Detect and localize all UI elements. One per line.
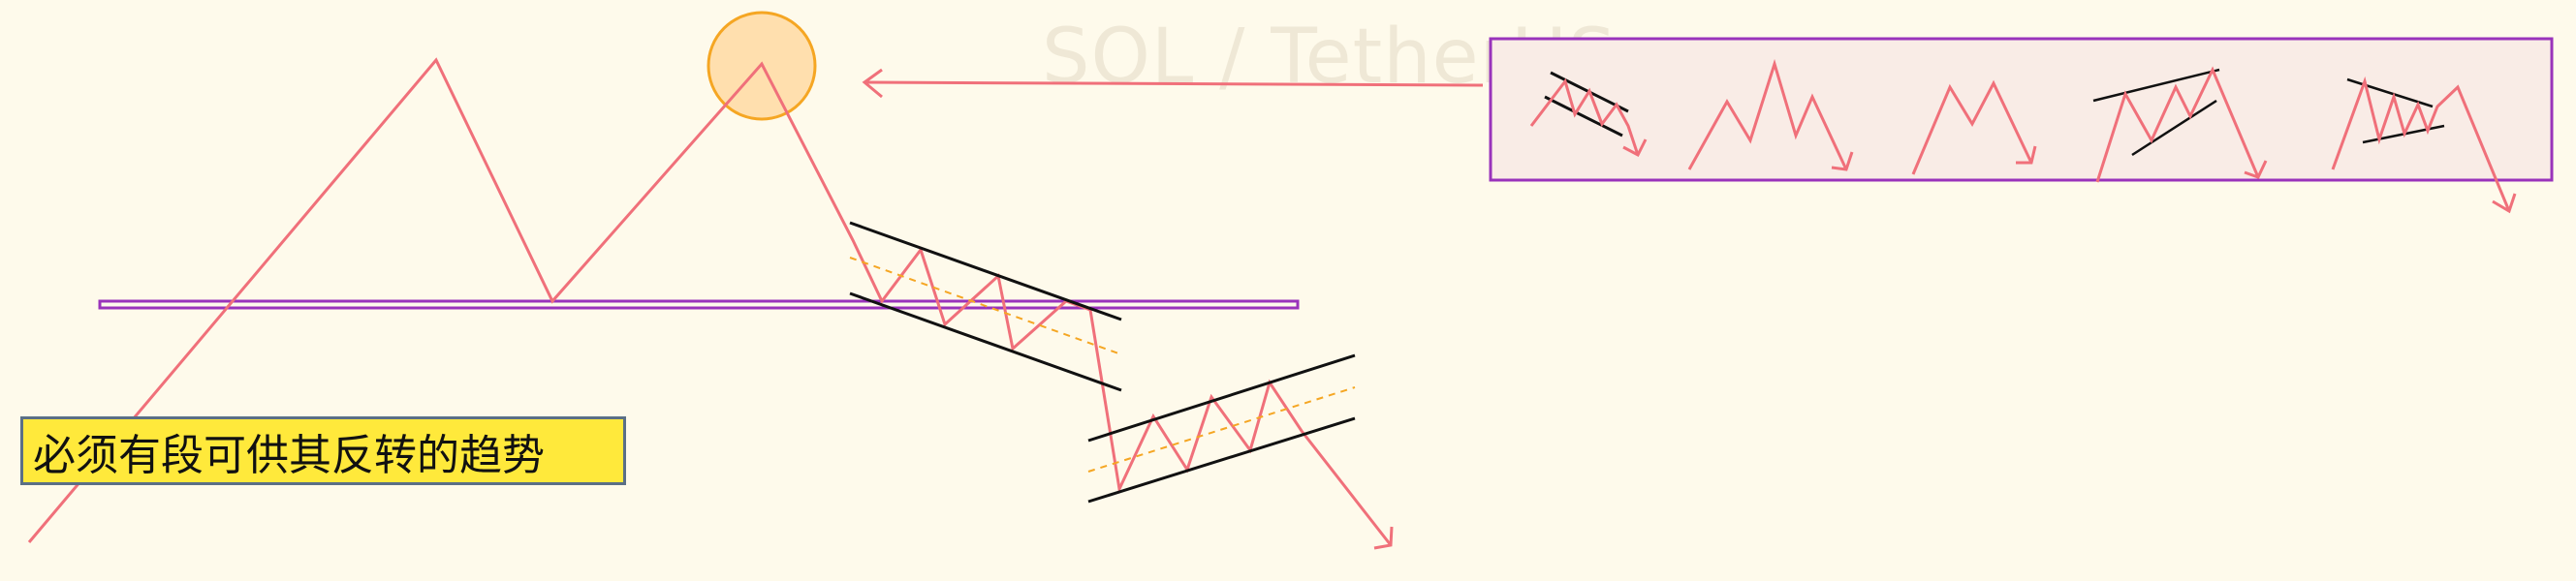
ascending-channel-upper bbox=[1087, 353, 1356, 443]
descending-channel-upper bbox=[849, 221, 1122, 321]
ascending-channel-lower bbox=[1087, 416, 1356, 504]
pattern-example-flag bbox=[1529, 71, 1648, 158]
main-path-arrowhead bbox=[1373, 526, 1394, 550]
pointer-arrow-head bbox=[862, 68, 883, 99]
pattern-example-triple-top bbox=[1687, 58, 1854, 171]
main-price-path bbox=[27, 57, 1393, 546]
pointer-arrow-shaft bbox=[864, 80, 1484, 87]
support-line bbox=[98, 299, 1300, 310]
pattern-example-double-top bbox=[1911, 79, 2037, 175]
pattern-example-wedge bbox=[2331, 76, 2517, 214]
ascending-channel-midline bbox=[1087, 386, 1356, 473]
pattern-example-head-shoulders bbox=[2092, 66, 2268, 183]
descending-channel-lower bbox=[849, 291, 1122, 392]
descending-channel-midline bbox=[849, 257, 1122, 355]
pattern-examples-box bbox=[1489, 37, 2554, 182]
annotation-label: 必须有段可供其反转的趋势 bbox=[20, 416, 626, 485]
